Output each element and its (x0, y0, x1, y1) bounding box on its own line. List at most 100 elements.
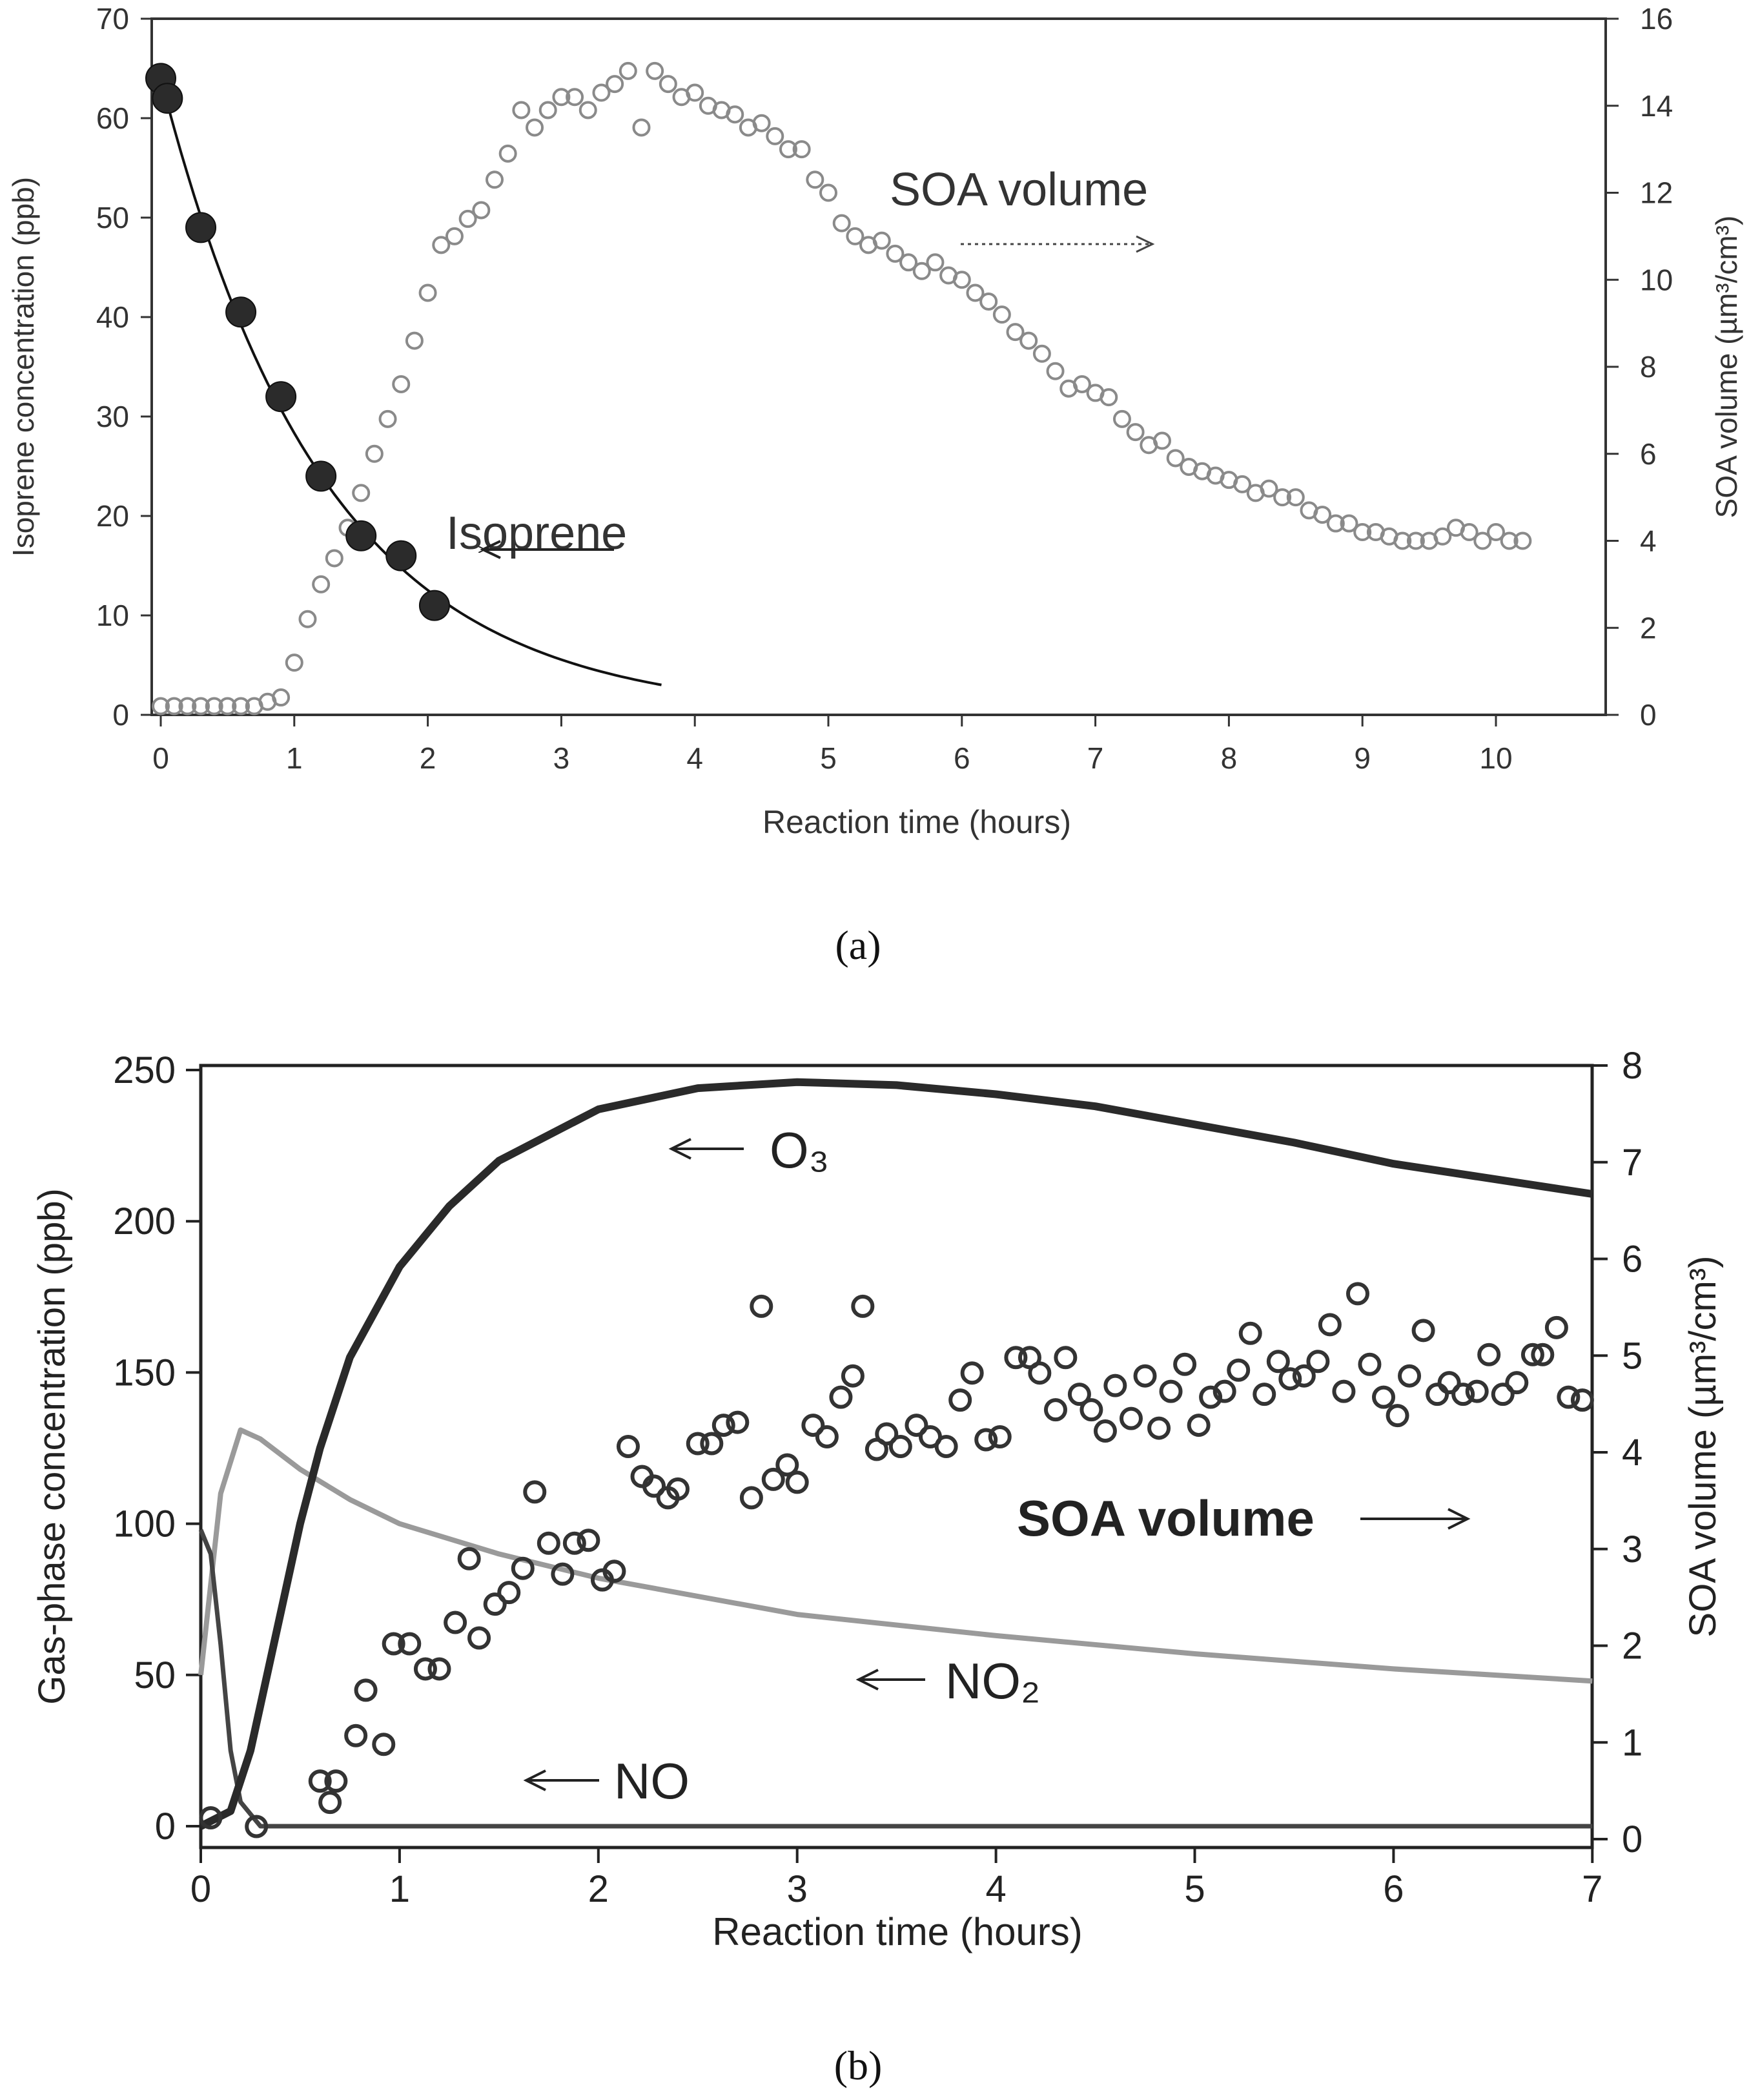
isoprene-point (265, 381, 297, 413)
soa-point-a (298, 610, 317, 628)
soa-point-a (1460, 523, 1479, 542)
plot-frame-b (199, 1064, 1594, 1849)
soa-point-b (1004, 1346, 1028, 1370)
soa-point-b (344, 1724, 368, 1747)
soa-point-b (642, 1474, 666, 1498)
soa-point-a (792, 140, 811, 159)
soa-point-b (372, 1733, 396, 1756)
soa-point-b (711, 1414, 735, 1437)
soa-point-b (245, 1815, 269, 1838)
y2-tick-label-b: 1 (1622, 1722, 1642, 1764)
soa-point-b (562, 1531, 586, 1555)
soa-point-a (1260, 479, 1278, 498)
soa-point-b (1080, 1398, 1103, 1422)
soa-point-b (1306, 1350, 1330, 1374)
soa-point-b (841, 1364, 865, 1388)
soa-point-a (619, 61, 637, 80)
soa-point-b (1358, 1352, 1382, 1376)
soa-point-a (832, 214, 851, 232)
soa-point-a (1166, 449, 1185, 468)
soa-point-a (178, 697, 197, 715)
y2-tick-label-a: 2 (1640, 611, 1657, 644)
soa-point-a (899, 253, 918, 272)
soa-point-a (232, 697, 251, 715)
soa-point-b (934, 1435, 958, 1459)
x-tick-label-a: 10 (1479, 741, 1512, 775)
soa-point-a (926, 253, 945, 272)
y-axis-title-a: Isoprene concentration (ppb) (6, 177, 40, 557)
soa-point-b (324, 1769, 348, 1793)
soa-point-a (592, 83, 611, 102)
x-tick-label-b: 6 (1383, 1868, 1404, 1910)
soa-point-b (467, 1626, 491, 1650)
isoprene-point (185, 212, 217, 243)
soa-point-b (888, 1435, 912, 1459)
soa-point-b (1173, 1352, 1197, 1376)
soa-point-a (445, 227, 464, 245)
soa-point-a (272, 688, 291, 707)
annotation-no2: NO₂ (945, 1652, 1040, 1709)
soa-point-a (1313, 506, 1332, 524)
y-tick-label-b: 0 (155, 1806, 176, 1848)
soa-point-b (1043, 1398, 1067, 1422)
soa-point-a (1433, 527, 1452, 546)
soa-point-a (1273, 488, 1292, 507)
y2-tick-label-b: 7 (1622, 1142, 1642, 1184)
x-tick-label-a: 6 (954, 741, 970, 775)
soa-point-a (165, 697, 183, 715)
y2-tick-label-a: 14 (1640, 89, 1673, 123)
soa-point-b (616, 1435, 640, 1459)
soa-point-b (497, 1581, 521, 1605)
y-tick-label-a: 0 (112, 698, 129, 732)
soa-point-b (1266, 1350, 1290, 1374)
soa-point-a (606, 75, 624, 94)
soa-point-a (1340, 514, 1358, 533)
soa-point-a (1353, 523, 1372, 542)
soa-point-a (418, 283, 437, 302)
soa-point-a (846, 227, 865, 245)
x-tick-label-b: 7 (1582, 1868, 1602, 1910)
x-tick-label-b: 0 (190, 1868, 211, 1910)
soa-point-b (413, 1657, 437, 1681)
x-axis-title-a: Reaction time (hours) (762, 804, 1071, 840)
y2-tick-label-b: 8 (1622, 1045, 1642, 1087)
soa-point-a (1046, 362, 1065, 380)
y2-tick-label-a: 10 (1640, 263, 1673, 296)
soa-point-a (952, 271, 971, 289)
soa-point-a (1126, 423, 1145, 442)
soa-point-b (739, 1486, 763, 1510)
panel-label-b: (b) (834, 2043, 883, 2088)
soa-point-a (192, 697, 210, 715)
soa-point-a (1487, 523, 1505, 542)
y-tick-label-a: 10 (96, 599, 129, 632)
y-tick-label-b: 50 (134, 1654, 176, 1696)
y2-tick-label-b: 6 (1622, 1239, 1642, 1281)
soa-point-b (382, 1632, 405, 1656)
soa-point-b (1491, 1383, 1515, 1406)
soa-point-b (1187, 1414, 1211, 1437)
x-tick-label-a: 0 (152, 741, 169, 775)
soa-point-a (1019, 331, 1038, 350)
soa-point-a (325, 549, 343, 568)
soa-point-a (152, 697, 170, 715)
soa-point-b (1346, 1282, 1369, 1306)
soa-point-a (1233, 475, 1252, 493)
soa-point-a (1032, 344, 1051, 363)
soa-point-b (1278, 1367, 1302, 1391)
x-axis-title-b: Reaction time (hours) (712, 1910, 1083, 1953)
soa-point-b (1213, 1379, 1236, 1403)
soa-point-a (979, 292, 998, 311)
soa-point-b (1531, 1343, 1555, 1366)
soa-point-a (1100, 388, 1118, 407)
soa-point-a (538, 101, 557, 119)
x-tick-label-a: 4 (686, 741, 703, 775)
soa-point-a (632, 118, 651, 137)
y-tick-label-b: 200 (113, 1200, 176, 1242)
soa-point-b (602, 1560, 626, 1583)
soa-point-a (779, 140, 797, 159)
isoprene-point (305, 460, 337, 492)
isoprene-point (225, 296, 257, 328)
y2-tick-label-b: 0 (1622, 1818, 1642, 1860)
y-tick-label-b: 150 (113, 1352, 176, 1394)
annotation-o3: O₃ (770, 1122, 829, 1179)
